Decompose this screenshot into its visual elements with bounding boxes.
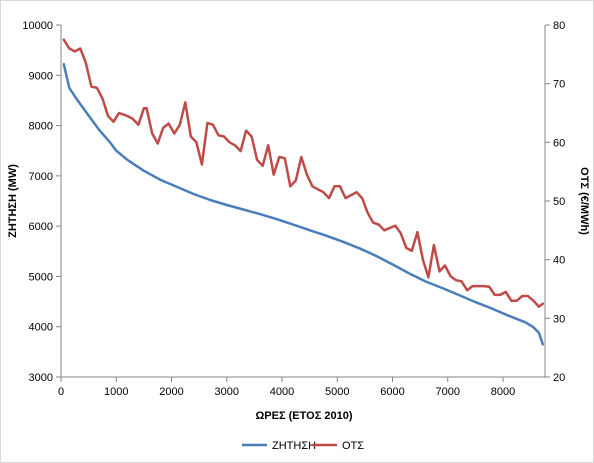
y2-tick-label: 40 [553, 255, 565, 267]
y2-tick-label: 30 [553, 313, 565, 325]
x-tick-label: 5000 [325, 386, 349, 398]
x-tick-labels: 0 1000 2000 3000 4000 5000 6000 7000 8000 [58, 386, 515, 398]
price-series-line [62, 38, 545, 308]
y-tick-label: 8000 [29, 121, 53, 133]
x-tick-label: 0 [58, 386, 64, 398]
x-tick-label: 2000 [159, 386, 183, 398]
y2-tick-label: 20 [553, 372, 565, 384]
x-axis-title: ΩΡΕΣ (ΕΤΟΣ 2010) [255, 410, 352, 422]
y-tick-label: 3000 [29, 372, 53, 384]
y-tick-label: 4000 [29, 322, 53, 334]
x-tick-label: 3000 [215, 386, 239, 398]
series-layer [62, 38, 545, 346]
x-tick-label: 8000 [491, 386, 515, 398]
y2-tick-labels: 20 30 40 50 60 70 80 [553, 20, 565, 384]
y2-tick-label: 80 [553, 20, 565, 32]
y2-tick-label: 60 [553, 137, 565, 149]
legend-label-price: ΟΤΣ [342, 440, 364, 452]
legend: ΖΗΤΗΣΗ ΟΤΣ [242, 440, 364, 452]
y2-axis-title: ΟΤΣ (€/MWh) [578, 167, 590, 235]
y-tick-label: 7000 [29, 171, 53, 183]
y-tick-labels: 3000 4000 5000 6000 7000 8000 9000 10000 [22, 20, 53, 384]
axes [56, 24, 550, 382]
y-tick-label: 9000 [29, 70, 53, 82]
x-tick-label: 7000 [436, 386, 460, 398]
y2-tick-label: 50 [553, 196, 565, 208]
legend-label-demand: ΖΗΤΗΣΗ [272, 440, 316, 452]
y-axis-title: ΖΗΤΗΣΗ (MW) [7, 164, 19, 238]
x-tick-label: 6000 [380, 386, 404, 398]
x-tick-label: 1000 [104, 386, 128, 398]
x-tick-label: 4000 [270, 386, 294, 398]
y2-tick-label: 70 [553, 79, 565, 91]
y-tick-label: 6000 [29, 221, 53, 233]
demand-series-line [62, 62, 545, 346]
y-tick-label: 5000 [29, 271, 53, 283]
y-tick-label: 10000 [22, 20, 53, 32]
